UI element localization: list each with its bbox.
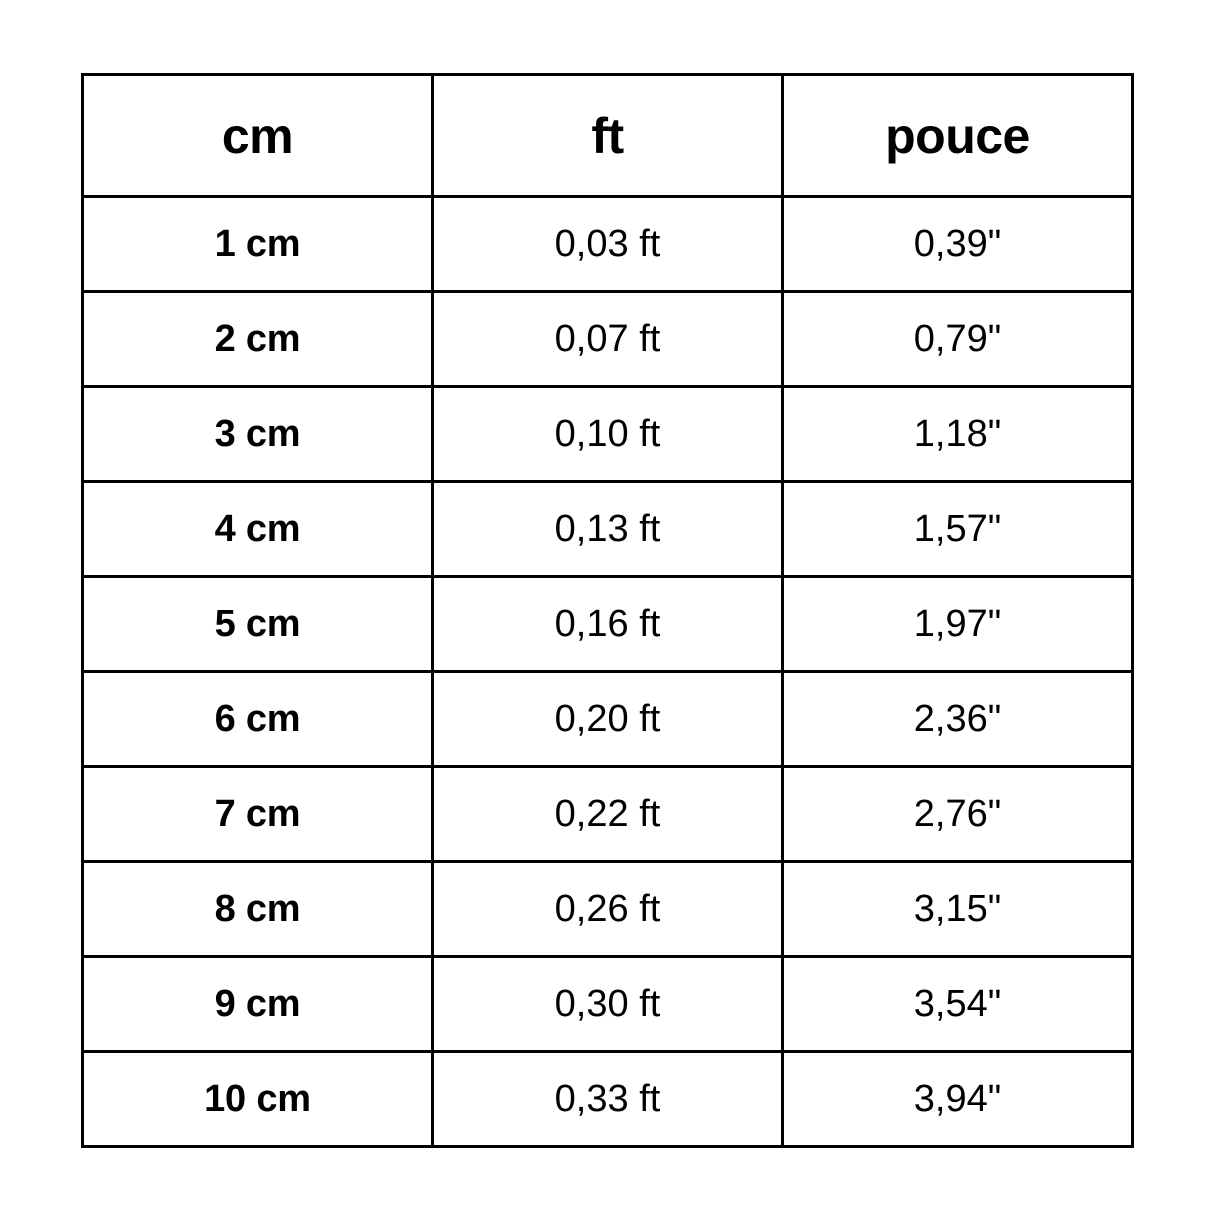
table-row: 8 cm 0,26 ft 3,15" [81, 860, 1134, 958]
cell-cm: 3 cm [81, 385, 434, 483]
cell-cm: 7 cm [81, 765, 434, 863]
cell-pouce: 3,15" [781, 860, 1134, 958]
cell-ft: 0,03 ft [431, 195, 784, 293]
column-header-cm: cm [81, 73, 434, 198]
table-row: 3 cm 0,10 ft 1,18" [81, 385, 1134, 483]
cell-pouce: 0,39" [781, 195, 1134, 293]
cell-pouce: 3,94" [781, 1050, 1134, 1148]
cell-cm: 2 cm [81, 290, 434, 388]
cell-pouce: 1,57" [781, 480, 1134, 578]
cell-ft: 0,22 ft [431, 765, 784, 863]
table-row: 6 cm 0,20 ft 2,36" [81, 670, 1134, 768]
cell-cm: 10 cm [81, 1050, 434, 1148]
cell-ft: 0,10 ft [431, 385, 784, 483]
table-row: 9 cm 0,30 ft 3,54" [81, 955, 1134, 1053]
cell-pouce: 2,36" [781, 670, 1134, 768]
cell-ft: 0,26 ft [431, 860, 784, 958]
cell-pouce: 1,18" [781, 385, 1134, 483]
cell-ft: 0,20 ft [431, 670, 784, 768]
table-row: 4 cm 0,13 ft 1,57" [81, 480, 1134, 578]
table-body: 1 cm 0,03 ft 0,39" 2 cm 0,07 ft 0,79" 3 … [81, 195, 1134, 1148]
table-row: 1 cm 0,03 ft 0,39" [81, 195, 1134, 293]
column-header-ft: ft [431, 73, 784, 198]
cell-cm: 6 cm [81, 670, 434, 768]
table-row: 2 cm 0,07 ft 0,79" [81, 290, 1134, 388]
table-row: 10 cm 0,33 ft 3,94" [81, 1050, 1134, 1148]
cell-cm: 8 cm [81, 860, 434, 958]
cell-cm: 4 cm [81, 480, 434, 578]
table-header-row: cm ft pouce [81, 73, 1134, 198]
cell-cm: 1 cm [81, 195, 434, 293]
cm-ft-pouce-conversion-table: cm ft pouce 1 cm 0,03 ft 0,39" 2 cm 0,07… [81, 73, 1134, 1148]
table-header: cm ft pouce [81, 73, 1134, 198]
table-row: 5 cm 0,16 ft 1,97" [81, 575, 1134, 673]
cell-ft: 0,33 ft [431, 1050, 784, 1148]
cell-cm: 5 cm [81, 575, 434, 673]
cell-cm: 9 cm [81, 955, 434, 1053]
cell-pouce: 0,79" [781, 290, 1134, 388]
cell-pouce: 1,97" [781, 575, 1134, 673]
column-header-pouce: pouce [781, 73, 1134, 198]
table-row: 7 cm 0,22 ft 2,76" [81, 765, 1134, 863]
cell-ft: 0,30 ft [431, 955, 784, 1053]
cell-ft: 0,07 ft [431, 290, 784, 388]
conversion-table-container: cm ft pouce 1 cm 0,03 ft 0,39" 2 cm 0,07… [81, 73, 1134, 1148]
cell-pouce: 2,76" [781, 765, 1134, 863]
cell-ft: 0,13 ft [431, 480, 784, 578]
cell-ft: 0,16 ft [431, 575, 784, 673]
cell-pouce: 3,54" [781, 955, 1134, 1053]
